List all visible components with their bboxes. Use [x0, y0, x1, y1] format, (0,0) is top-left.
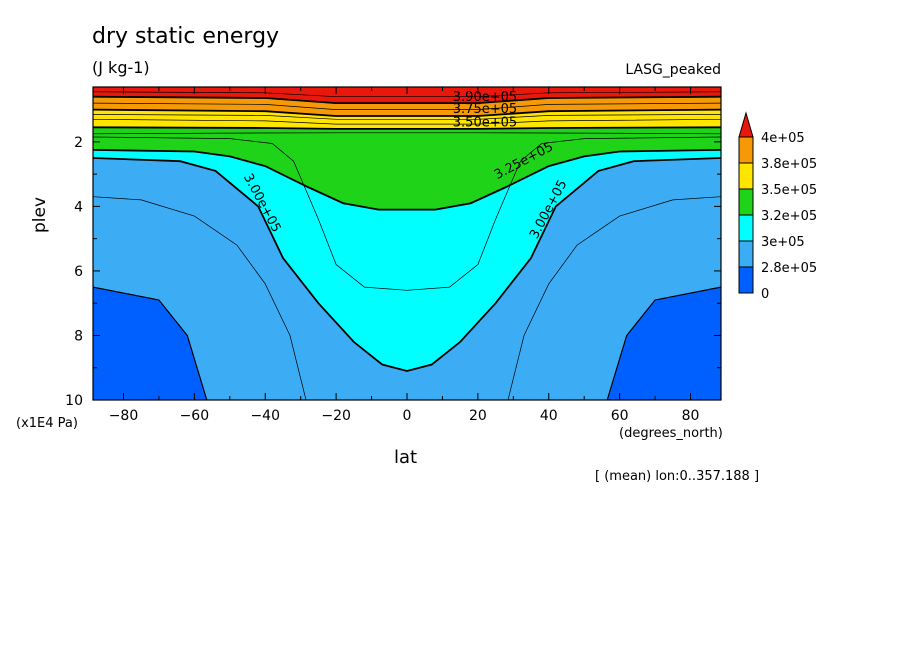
colorbar-label: 3.5e+05: [761, 183, 817, 198]
x-tick-label: −20: [321, 408, 351, 424]
y-tick-label: 6: [74, 264, 83, 280]
colorbar-label: 2.8e+05: [761, 261, 817, 276]
contour-line-3.50e+05: [93, 126, 721, 130]
colorbar-segment: [738, 214, 754, 242]
y-axis-unit: (x1E4 Pa): [16, 416, 78, 431]
contour-line-3.25e+05: [93, 149, 721, 211]
colorbar-label: 3e+05: [761, 235, 805, 250]
minor-contour-line: [93, 102, 721, 110]
averaging-note: [ (mean) lon:0..357.188 ]: [595, 469, 760, 484]
experiment-label: LASG_peaked: [625, 62, 721, 78]
minor-contour-line: [507, 196, 721, 400]
contour-line-3.00e+05: [93, 157, 721, 372]
colorbar-segment: [738, 136, 754, 164]
minor-contour-line: [93, 136, 721, 291]
colorbar-segment: [738, 162, 754, 190]
colorbar-top-triangle: [738, 111, 754, 138]
x-tick-label: 20: [469, 408, 487, 424]
colorbar-label: 3.2e+05: [761, 209, 817, 224]
colorbar-label: 4e+05: [761, 131, 805, 146]
minor-contour-line: [93, 196, 307, 400]
colorbar-segment: [738, 266, 754, 294]
band-below-2.8e5: [607, 287, 721, 400]
band-below-2.8e5: [93, 287, 207, 400]
colorbar-label: 0: [761, 287, 769, 302]
minor-contour-line: [93, 132, 721, 135]
contour-line-3.75e+05: [93, 108, 721, 117]
x-tick-label: 40: [540, 408, 558, 424]
chart-units: (J kg-1): [92, 58, 150, 77]
colorbar-segment: [738, 188, 754, 216]
y-tick-label: 10: [65, 393, 83, 409]
x-tick-label: −60: [180, 408, 210, 424]
x-tick-label: 80: [682, 408, 700, 424]
contour-label: 3.75e+05: [453, 102, 517, 117]
band-above-4.0e5: [93, 87, 721, 104]
y-tick-label: 4: [74, 199, 83, 215]
y-tick-label: 2: [74, 135, 83, 151]
contour-line-3.90e+05: [93, 95, 721, 104]
x-tick-label: −40: [250, 408, 280, 424]
colorbar-segment: [738, 240, 754, 268]
minor-contour-line: [93, 118, 721, 125]
contour-line-2.75e+05: [606, 286, 721, 400]
x-tick-label: 0: [403, 408, 412, 424]
x-axis-unit: (degrees_north): [619, 426, 723, 441]
x-axis-label: lat: [394, 447, 418, 468]
contour-label: 3.90e+05: [453, 90, 517, 105]
contour-label: 3.50e+05: [453, 116, 517, 131]
y-tick-label: 8: [74, 328, 83, 344]
x-tick-label: −80: [109, 408, 139, 424]
minor-contour-line: [93, 114, 721, 120]
chart-title: dry static energy: [92, 24, 280, 49]
colorbar-label: 3.8e+05: [761, 157, 817, 172]
x-tick-label: 60: [611, 408, 629, 424]
contour-line-2.75e+05: [93, 286, 208, 400]
